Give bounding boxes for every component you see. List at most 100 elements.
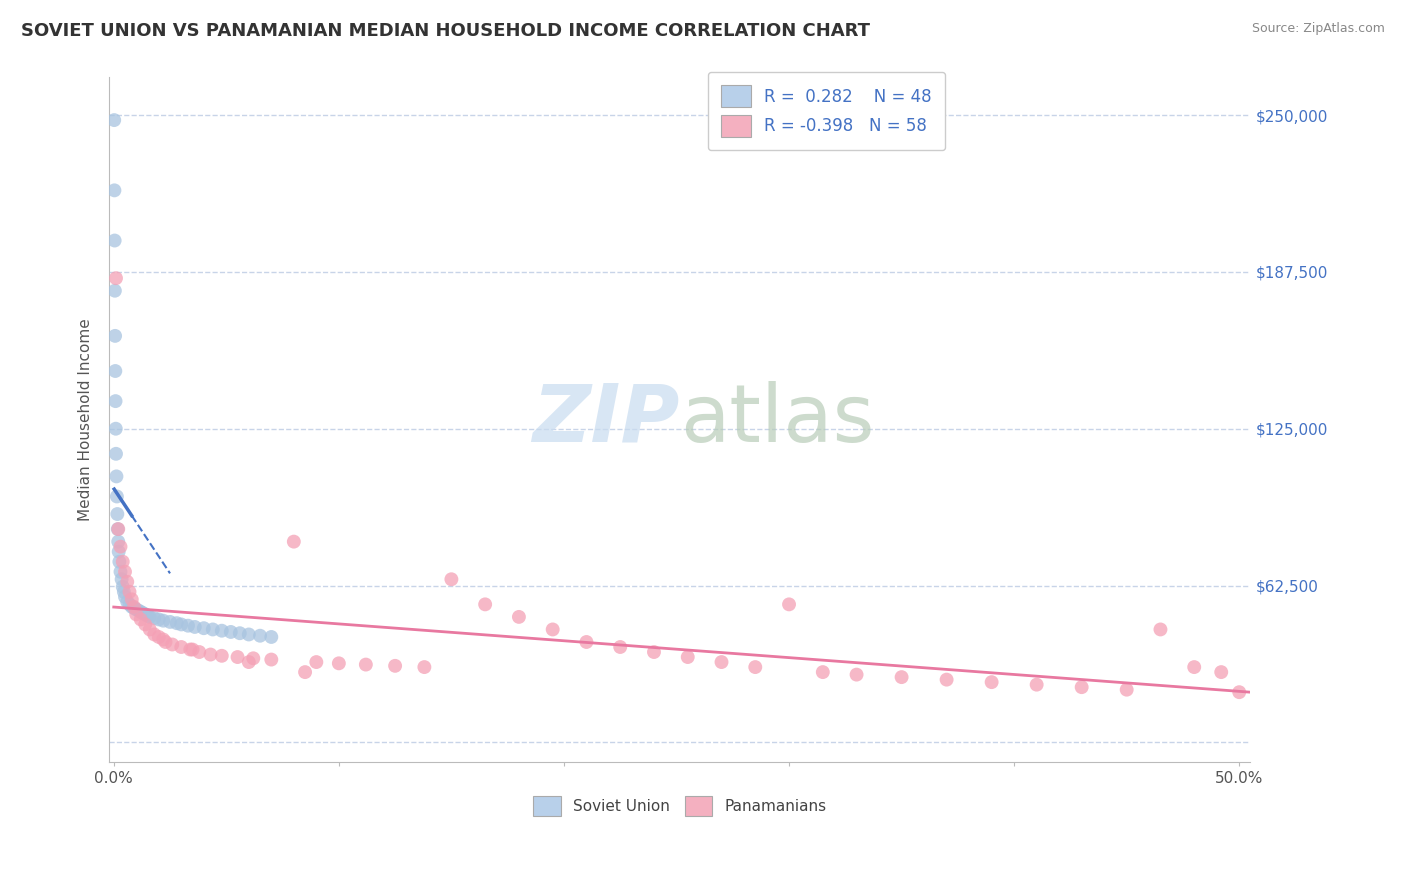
Text: ZIP: ZIP <box>533 381 681 459</box>
Point <box>118 598 141 612</box>
Point <box>935 673 957 687</box>
Point <box>122 599 145 614</box>
Point <box>305 655 328 669</box>
Point <box>110 565 132 579</box>
Point <box>980 675 1002 690</box>
Point <box>114 590 136 604</box>
Point <box>676 650 699 665</box>
Point <box>105 271 128 285</box>
Point <box>226 650 249 665</box>
Point <box>193 621 215 635</box>
Point <box>107 534 129 549</box>
Point <box>384 658 406 673</box>
Text: atlas: atlas <box>681 381 875 459</box>
Point <box>413 660 436 674</box>
Point <box>111 572 134 586</box>
Point <box>328 657 350 671</box>
Point <box>125 602 148 616</box>
Point <box>103 183 125 197</box>
Point <box>107 544 129 558</box>
Point <box>845 667 868 681</box>
Point <box>211 648 233 663</box>
Point <box>134 607 156 622</box>
Point <box>155 635 177 649</box>
Point <box>148 630 170 644</box>
Point <box>114 565 136 579</box>
Point <box>260 652 283 666</box>
Point <box>177 618 200 632</box>
Point <box>181 642 204 657</box>
Point <box>122 601 145 615</box>
Point <box>1025 678 1047 692</box>
Point <box>129 605 152 619</box>
Point <box>249 629 271 643</box>
Point <box>104 364 127 378</box>
Point <box>105 447 128 461</box>
Point <box>121 599 143 614</box>
Point <box>184 620 207 634</box>
Point <box>118 584 141 599</box>
Point <box>508 610 530 624</box>
Point <box>105 490 128 504</box>
Point <box>354 657 377 672</box>
Point <box>107 522 129 536</box>
Point <box>229 626 252 640</box>
Point <box>260 630 283 644</box>
Point <box>121 592 143 607</box>
Point <box>710 655 733 669</box>
Point <box>238 627 260 641</box>
Y-axis label: Median Household Income: Median Household Income <box>79 318 93 521</box>
Point <box>575 635 598 649</box>
Point <box>188 645 211 659</box>
Point <box>111 555 134 569</box>
Point <box>1149 623 1171 637</box>
Point <box>132 606 155 620</box>
Text: Source: ZipAtlas.com: Source: ZipAtlas.com <box>1251 22 1385 36</box>
Point <box>139 610 162 624</box>
Point <box>125 607 148 622</box>
Point <box>134 617 156 632</box>
Point <box>1182 660 1205 674</box>
Point <box>128 604 150 618</box>
Point <box>129 612 152 626</box>
Point <box>1211 665 1233 679</box>
Point <box>162 638 184 652</box>
Point <box>294 665 316 679</box>
Point <box>170 640 193 654</box>
Point <box>148 612 170 626</box>
Point <box>609 640 631 654</box>
Point <box>143 627 166 641</box>
Point <box>152 614 174 628</box>
Point <box>104 394 127 409</box>
Legend: Soviet Union, Panamanians: Soviet Union, Panamanians <box>526 789 834 823</box>
Point <box>211 624 233 638</box>
Point <box>170 617 193 632</box>
Point <box>811 665 834 679</box>
Point <box>1227 685 1250 699</box>
Point <box>104 422 127 436</box>
Point <box>139 623 162 637</box>
Point <box>159 615 181 629</box>
Point <box>117 595 139 609</box>
Point <box>890 670 912 684</box>
Point <box>105 469 128 483</box>
Point <box>744 660 766 674</box>
Point <box>107 522 129 536</box>
Point <box>283 534 305 549</box>
Point <box>1115 682 1137 697</box>
Point <box>117 574 139 589</box>
Point <box>143 611 166 625</box>
Point <box>108 555 131 569</box>
Point <box>643 645 665 659</box>
Point <box>105 507 128 521</box>
Text: SOVIET UNION VS PANAMANIAN MEDIAN HOUSEHOLD INCOME CORRELATION CHART: SOVIET UNION VS PANAMANIAN MEDIAN HOUSEH… <box>21 22 870 40</box>
Point <box>200 648 222 662</box>
Point <box>112 584 135 599</box>
Point <box>111 580 134 594</box>
Point <box>440 572 463 586</box>
Point <box>474 598 496 612</box>
Point <box>179 642 201 657</box>
Point <box>152 632 174 647</box>
Point <box>238 655 260 669</box>
Point <box>104 329 127 343</box>
